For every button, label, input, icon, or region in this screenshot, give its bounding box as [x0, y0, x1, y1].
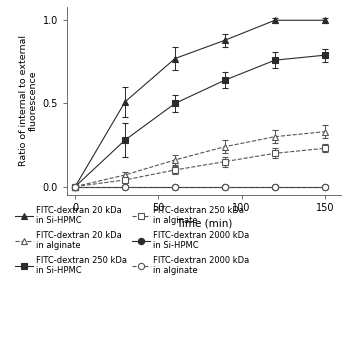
Y-axis label: Ratio of internal to external
fluorescence: Ratio of internal to external fluorescen…	[19, 35, 38, 166]
Legend: FITC-dextran 20 kDa
in Si-HPMC, FITC-dextran 20 kDa
in alginate, FITC-dextran 25: FITC-dextran 20 kDa in Si-HPMC, FITC-dex…	[15, 206, 250, 275]
X-axis label: Time (min): Time (min)	[176, 219, 232, 229]
